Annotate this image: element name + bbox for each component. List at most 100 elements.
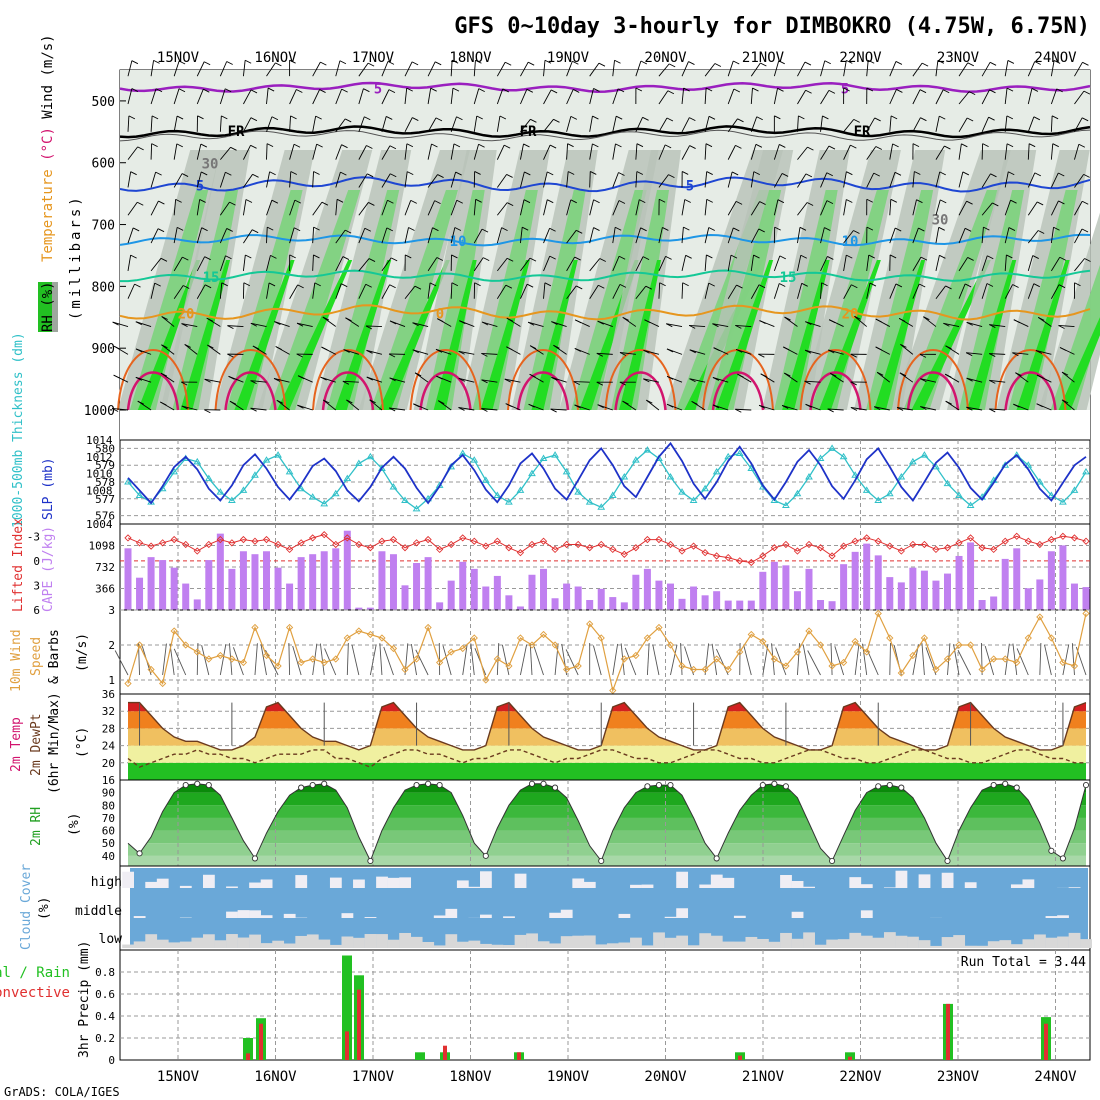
cape-bar [851,551,859,610]
wind-label-2: Speed [29,637,44,676]
wind-barb [1027,172,1036,188]
wind-barb [127,201,138,216]
wind-barb-flag [689,378,696,383]
wind-barb [981,89,990,105]
high-cloud-block [387,877,400,888]
wind-barb [381,227,388,244]
date-label-bottom: 20NOV [644,1069,687,1085]
wind-barb-flag [919,89,927,94]
wind-barb-flag [760,62,767,67]
thickness-point [366,452,375,460]
low-cloud-block [179,941,192,948]
wind-speed-point [378,634,386,642]
wind-barb-flag [896,89,903,93]
wind-barb [612,200,620,216]
wind-barb-flag [345,317,352,322]
wind-barb [689,378,706,383]
wind-barb-flag [161,344,168,349]
slp-tick: 1010 [86,468,113,481]
lifted-index-point [158,539,167,547]
temperature-word: Temperature [40,169,56,262]
wind-barb [335,118,346,133]
wind-barb [181,323,198,327]
wind-barb [519,171,525,188]
cape-bar [574,586,582,610]
wind-barb [1050,88,1058,105]
wind-barb [520,284,528,299]
wind-barb [543,282,546,299]
wind-barb-flag [574,319,582,324]
low-cloud-block [202,934,215,948]
lifted-index-point [874,537,882,545]
wind-barb [935,116,940,132]
wind-speed-point [759,637,767,646]
high-cloud-block [583,881,596,888]
surface-wind-barb [470,643,475,676]
wind-barb-flag [900,343,907,348]
wind-barb-flag [944,373,952,378]
surface-wind-barb [854,643,860,676]
cloud-cover-panel: high middle low Cloud Cover (%) [19,864,1092,951]
wind-barb [876,371,891,383]
wind-barb-flag [451,59,459,64]
cape-bar [886,577,894,610]
wind-barb [527,321,544,327]
cape-bar [459,561,467,610]
cloud-label: Cloud Cover [19,864,34,950]
wind-speed-point [355,627,363,635]
cape-bar [874,555,882,610]
date-label-top: 24NOV [1034,50,1077,66]
wind-barb [866,172,875,188]
wind-barb [1004,227,1010,244]
thickness-point [1012,451,1021,458]
thickness-point [562,467,571,475]
wind-barb [797,173,807,188]
wind-barb-flag [456,199,463,204]
wind-barb [820,115,823,132]
wind-barb-flag [824,227,831,231]
wind-barb [612,88,619,105]
low-cloud-block [226,934,238,948]
wind-barb-flag [866,87,874,92]
wind-barb-flag [475,59,482,64]
wind-barb-flag [481,321,489,326]
wind-barb-flag [367,173,374,178]
wind-barb-flag [567,143,574,148]
cape-bar [863,543,871,610]
wind-barb [1061,371,1075,383]
temp-label-1: 2m Temp [9,717,24,772]
wind-barb-flag [920,406,927,410]
high-cloud-block [722,877,735,888]
wind-barb-flag [320,61,327,66]
wind-barb-flag [182,285,190,289]
wind-barb-flag [230,146,237,151]
wind-barb [543,144,551,160]
wind-barb [958,200,967,216]
wind-speed-point [389,644,398,653]
thickness-point [851,471,860,478]
low-cloud-block [664,937,677,948]
low-cloud-block [964,945,977,948]
dewpoint-line [127,749,1086,768]
low-cloud-block [249,934,261,948]
wind-barb-flag [176,143,184,148]
wind-barb [243,174,253,188]
wind-barb [704,63,716,77]
wind-barb-flag [1074,282,1081,287]
wind-barb-flag [846,60,853,64]
wind-barb [750,284,760,299]
mid-cloud-block [133,916,146,918]
wind-speed-point [966,641,975,649]
wind-barb [966,377,983,383]
wind-barb [596,352,613,355]
wind-barb-flag [805,321,812,326]
wind-speed-point [205,655,213,663]
wind-barb [735,324,752,327]
wind-barb-flag [799,226,807,231]
wind-barb-flag [437,174,444,178]
wind-barb [966,321,983,327]
wind-barb [427,88,432,105]
wind-barb [773,88,778,105]
rh-tick: 60 [102,825,115,838]
